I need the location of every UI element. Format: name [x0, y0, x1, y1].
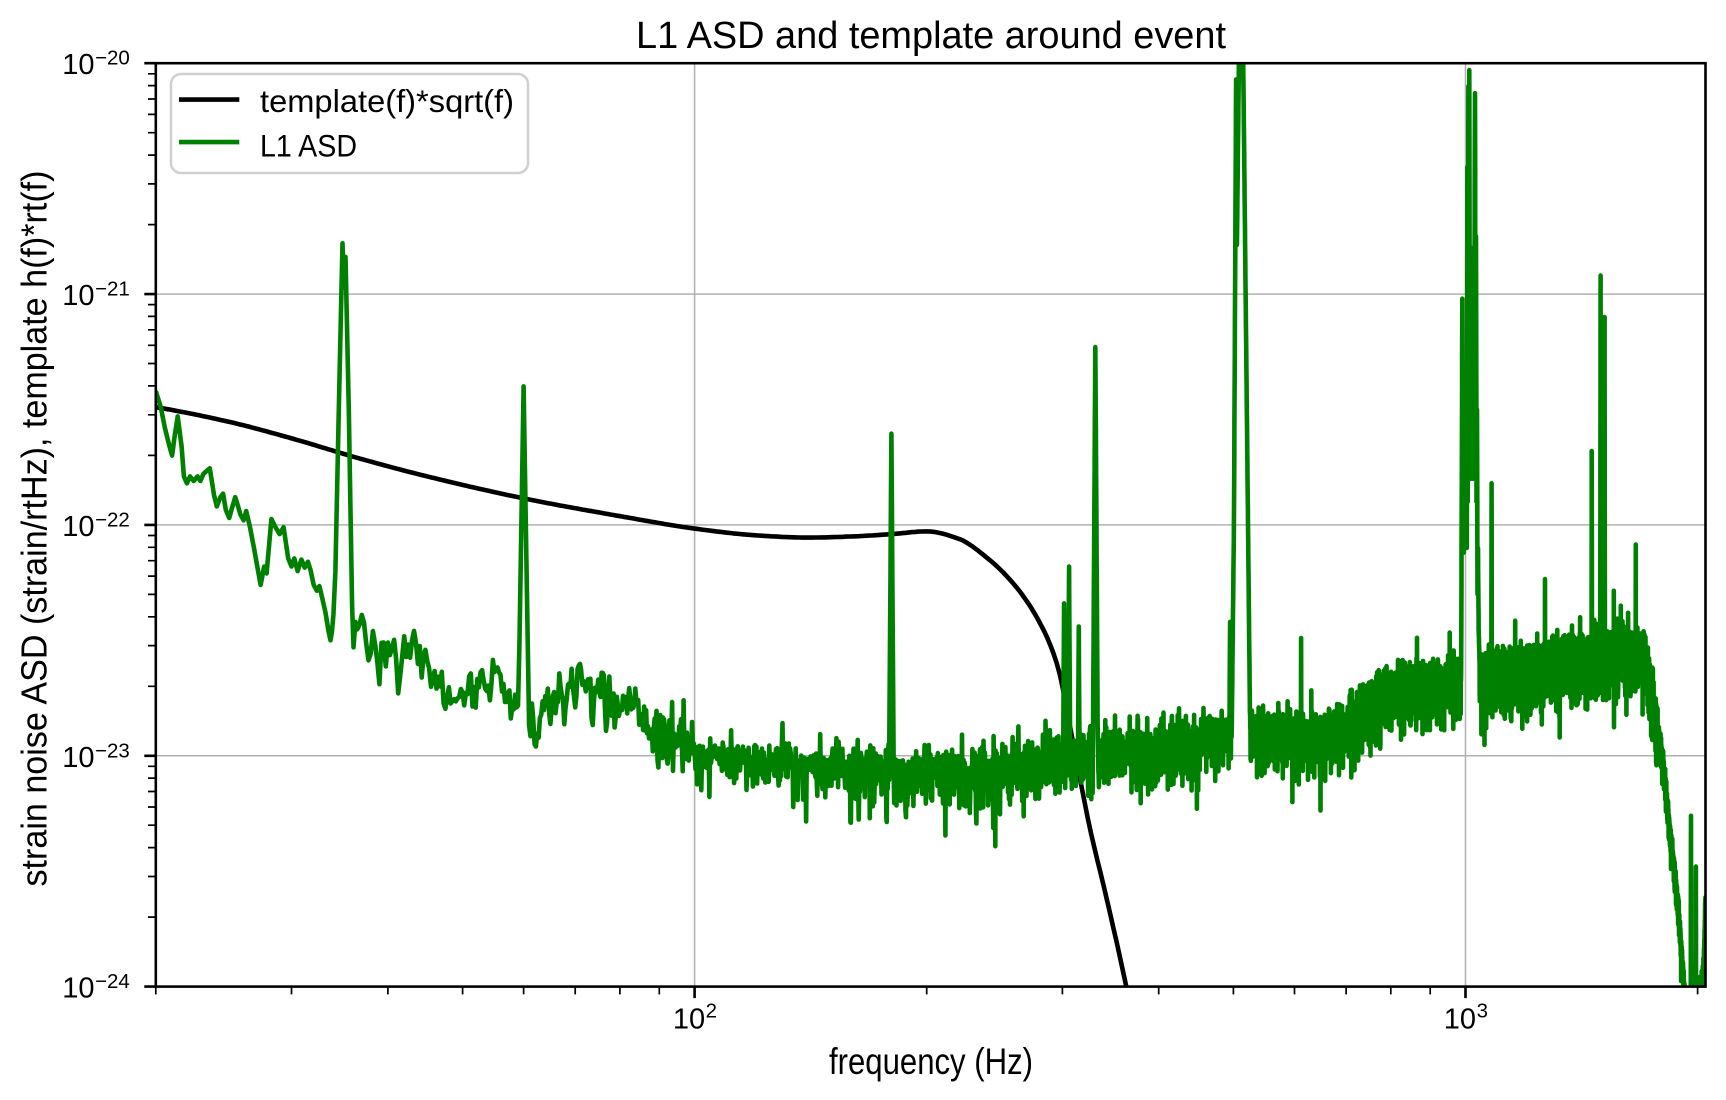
svg-text:strain noise ASD (strain/rtHz): strain noise ASD (strain/rtHz), template… — [14, 171, 55, 887]
svg-text:L1 ASD: L1 ASD — [260, 128, 357, 164]
svg-text:frequency (Hz): frequency (Hz) — [829, 1041, 1033, 1082]
svg-text:template(f)*sqrt(f): template(f)*sqrt(f) — [260, 83, 514, 119]
svg-text:L1 ASD and template around eve: L1 ASD and template around event — [636, 15, 1226, 57]
